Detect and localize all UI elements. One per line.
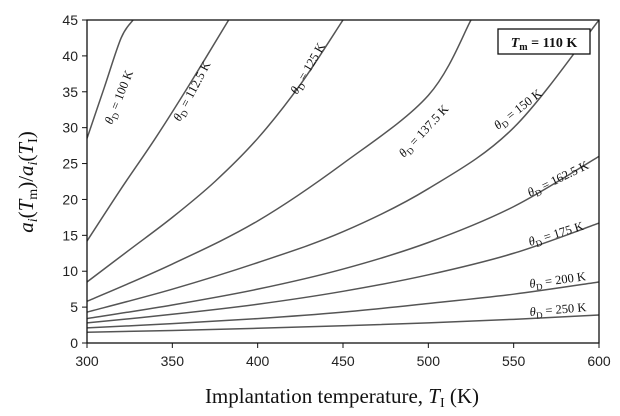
series-line-3: [87, 20, 472, 303]
series-label-1: θD = 112.5 K: [170, 59, 215, 125]
series-label-8: θD = 250 K: [529, 300, 587, 321]
x-axis-title: Implantation temperature, TI (K): [205, 384, 479, 411]
y-tick-label: 35: [62, 84, 78, 100]
plot-frame: [86, 19, 600, 344]
curves-layer: [87, 20, 599, 333]
series-line-7: [87, 281, 599, 329]
y-tick-label: 20: [62, 191, 78, 207]
series-label-6: θD = 175 K: [527, 219, 586, 251]
y-axis-ticks: 0 5 10 15 20 25 30 35 40 45: [62, 12, 87, 351]
y-tick-label: 10: [62, 263, 78, 279]
series-line-2: [87, 20, 344, 283]
y-axis-title: ai(Tm)/ai(TI): [14, 131, 41, 233]
y-tick-label: 5: [70, 299, 78, 315]
series-label-2: θD = 125 K: [287, 40, 329, 97]
series-label-3: θD = 137.5 K: [396, 102, 453, 161]
series-line-5: [87, 155, 599, 320]
annotation-text: Tm = 110 K: [511, 36, 578, 53]
series-label-5: θD = 162.5 K: [525, 158, 592, 201]
y-tick-label: 25: [62, 156, 78, 172]
plot-border: [86, 19, 600, 344]
series-line-6: [87, 222, 599, 324]
x-tick-label: 600: [587, 353, 611, 369]
x-tick-label: 350: [161, 353, 185, 369]
x-tick-label: 550: [502, 353, 526, 369]
temperature-annotation: Tm = 110 K: [497, 28, 591, 55]
series-line-8: [87, 314, 599, 333]
series-line-0: [87, 20, 134, 139]
x-axis-ticks: 300 350 400 450 500 550 600: [75, 343, 611, 369]
series-line-1: [87, 20, 230, 242]
x-tick-label: 400: [246, 353, 270, 369]
x-tick-label: 500: [417, 353, 441, 369]
y-tick-label: 15: [62, 227, 78, 243]
y-tick-label: 30: [62, 120, 78, 136]
series-line-4: [87, 20, 599, 313]
annotation-box: [497, 28, 591, 55]
series-label-7: θD = 200 K: [528, 269, 587, 293]
x-tick-label: 300: [75, 353, 99, 369]
series-label-4: θD = 150 K: [491, 86, 546, 134]
y-tick-label: 40: [62, 48, 78, 64]
y-tick-label: 45: [62, 12, 78, 28]
y-tick-label: 0: [70, 335, 78, 351]
x-tick-label: 450: [331, 353, 355, 369]
